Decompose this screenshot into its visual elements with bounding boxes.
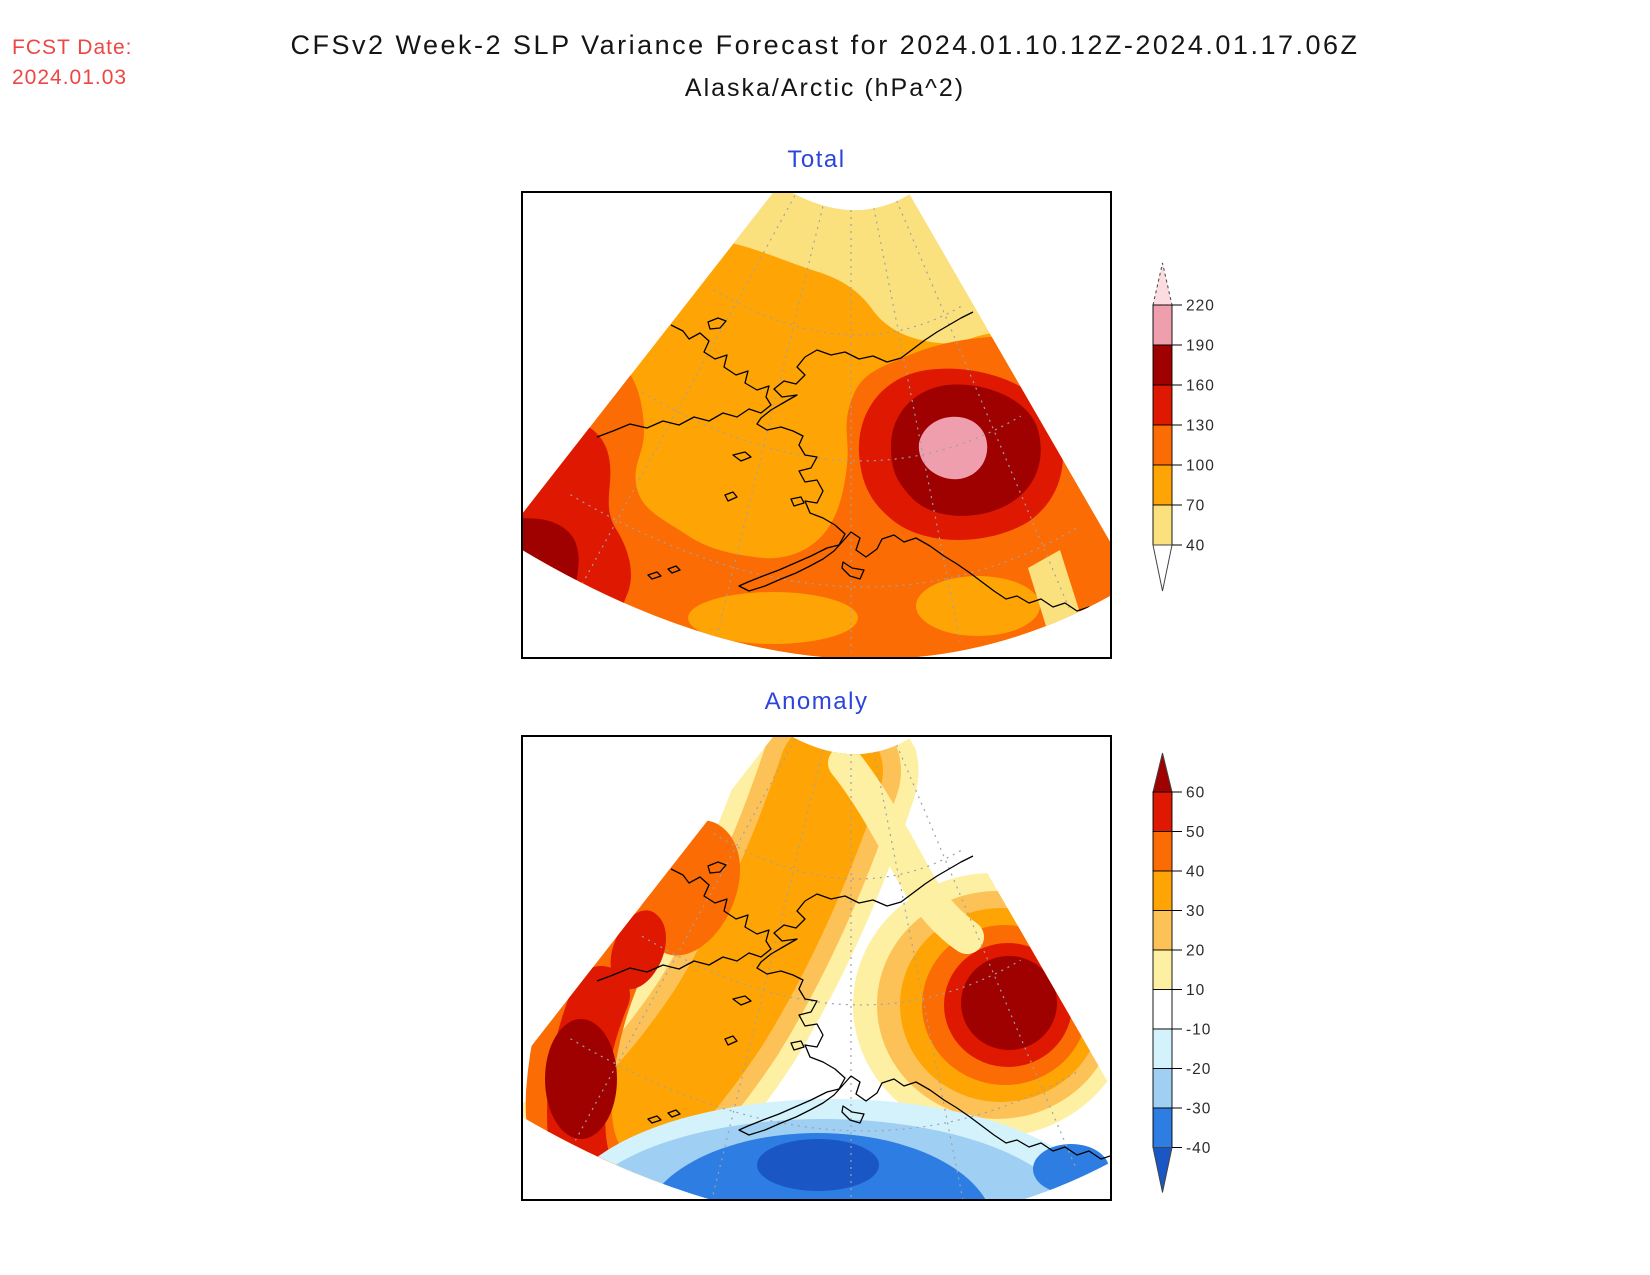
fcst-date-value: 2024.01.03 — [12, 66, 128, 89]
colorbar-under-arrow — [1152, 544, 1173, 592]
map-panel-total — [521, 191, 1112, 659]
svg-text:160: 160 — [1186, 378, 1215, 395]
colorbar-over-arrow — [1152, 262, 1173, 306]
coastline — [596, 855, 1110, 1164]
svg-text:220: 220 — [1186, 298, 1215, 315]
colorbar-over-arrow — [1152, 752, 1173, 793]
map-panel-anomaly — [521, 735, 1112, 1201]
svg-text:130: 130 — [1186, 418, 1215, 435]
field-contours — [523, 193, 1110, 657]
svg-text:-10: -10 — [1186, 1022, 1211, 1039]
svg-text:50: 50 — [1186, 824, 1205, 841]
anomaly-map — [523, 737, 1110, 1199]
svg-text:20: 20 — [1186, 943, 1205, 960]
panel-label-anomaly: Anomaly — [764, 688, 869, 715]
total-map — [523, 193, 1110, 657]
coastline — [596, 311, 1110, 620]
svg-text:-40: -40 — [1186, 1140, 1211, 1157]
svg-text:190: 190 — [1186, 338, 1215, 355]
colorbar-under-arrow — [1152, 1147, 1173, 1193]
field-contours — [523, 737, 1110, 1199]
main-title: CFSv2 Week-2 SLP Variance Forecast for 2… — [290, 30, 1360, 60]
svg-text:30: 30 — [1186, 903, 1205, 920]
colorbar-anomaly: 60 50 40 30 20 10 -10 -20 -30 -40 — [1152, 752, 1211, 1193]
graticule-lines — [570, 739, 1080, 1199]
svg-text:40: 40 — [1186, 538, 1205, 555]
svg-text:100: 100 — [1186, 458, 1215, 475]
panel-label-total: Total — [787, 146, 846, 173]
svg-text:-20: -20 — [1186, 1061, 1211, 1078]
fcst-date-label: FCST Date: — [12, 36, 133, 59]
svg-text:10: 10 — [1186, 982, 1205, 999]
svg-text:60: 60 — [1186, 785, 1205, 802]
svg-text:40: 40 — [1186, 864, 1205, 881]
subtitle: Alaska/Arctic (hPa^2) — [684, 74, 966, 102]
svg-text:-30: -30 — [1186, 1101, 1211, 1118]
colorbar-total: 220 190 160 130 100 70 40 — [1152, 262, 1215, 592]
svg-text:70: 70 — [1186, 498, 1205, 515]
